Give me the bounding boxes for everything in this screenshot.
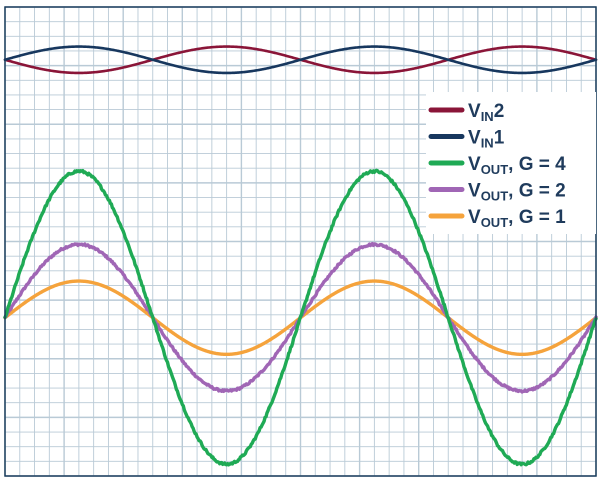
legend-label: VOUT, G = 2 xyxy=(468,181,566,204)
legend-entry: VIN1 xyxy=(428,128,505,151)
grid xyxy=(4,6,597,477)
legend-label: VIN2 xyxy=(468,101,504,124)
legend-entry: VOUT, G = 2 xyxy=(428,181,566,204)
series-line-2 xyxy=(3,168,598,467)
legend-entry: VOUT, G = 4 xyxy=(428,154,566,177)
plot-frame xyxy=(4,6,597,477)
legend-entry: VOUT, G = 1 xyxy=(428,207,566,230)
legend-entry: VIN2 xyxy=(428,101,504,124)
legend-label: VOUT, G = 4 xyxy=(468,154,566,177)
traces xyxy=(3,45,598,467)
legend-label: VOUT, G = 1 xyxy=(468,207,566,230)
series-line-1 xyxy=(3,45,598,75)
legend: VIN2 VIN1 VOUT, G = 4 VOUT, G = 2 VOUT, G = … xyxy=(426,92,596,234)
legend-label: VIN1 xyxy=(468,128,505,151)
